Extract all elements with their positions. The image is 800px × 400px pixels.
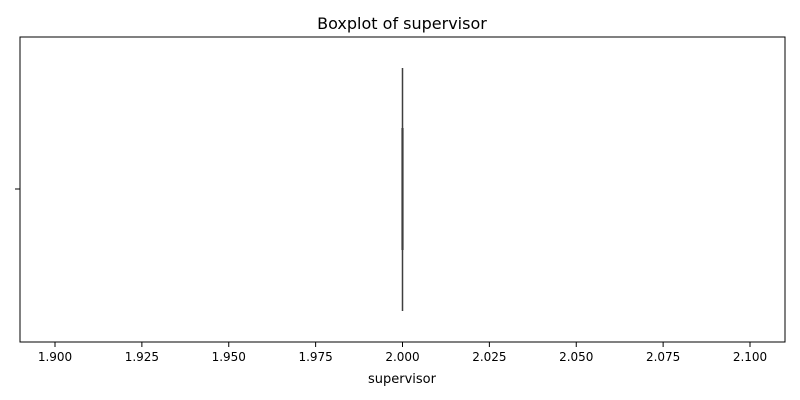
- x-axis-tick-label: 2.025: [472, 350, 506, 364]
- x-axis-tick-label: 2.050: [559, 350, 593, 364]
- x-axis-tick-label: 1.900: [38, 350, 72, 364]
- x-axis-tick-label: 2.000: [385, 350, 419, 364]
- chart-title: Boxplot of supervisor: [317, 14, 487, 33]
- x-axis-tick-label: 2.075: [646, 350, 680, 364]
- x-axis-label: supervisor: [368, 372, 437, 387]
- x-axis-tick-label: 1.950: [212, 350, 246, 364]
- x-axis-tick-label: 1.925: [125, 350, 159, 364]
- x-axis-tick-label: 2.100: [733, 350, 767, 364]
- x-axis-ticks: 1.900 1.925 1.950 1.975 2.000 2.025 2.050 2.075…: [38, 342, 767, 364]
- x-axis-tick-label: 1.975: [298, 350, 332, 364]
